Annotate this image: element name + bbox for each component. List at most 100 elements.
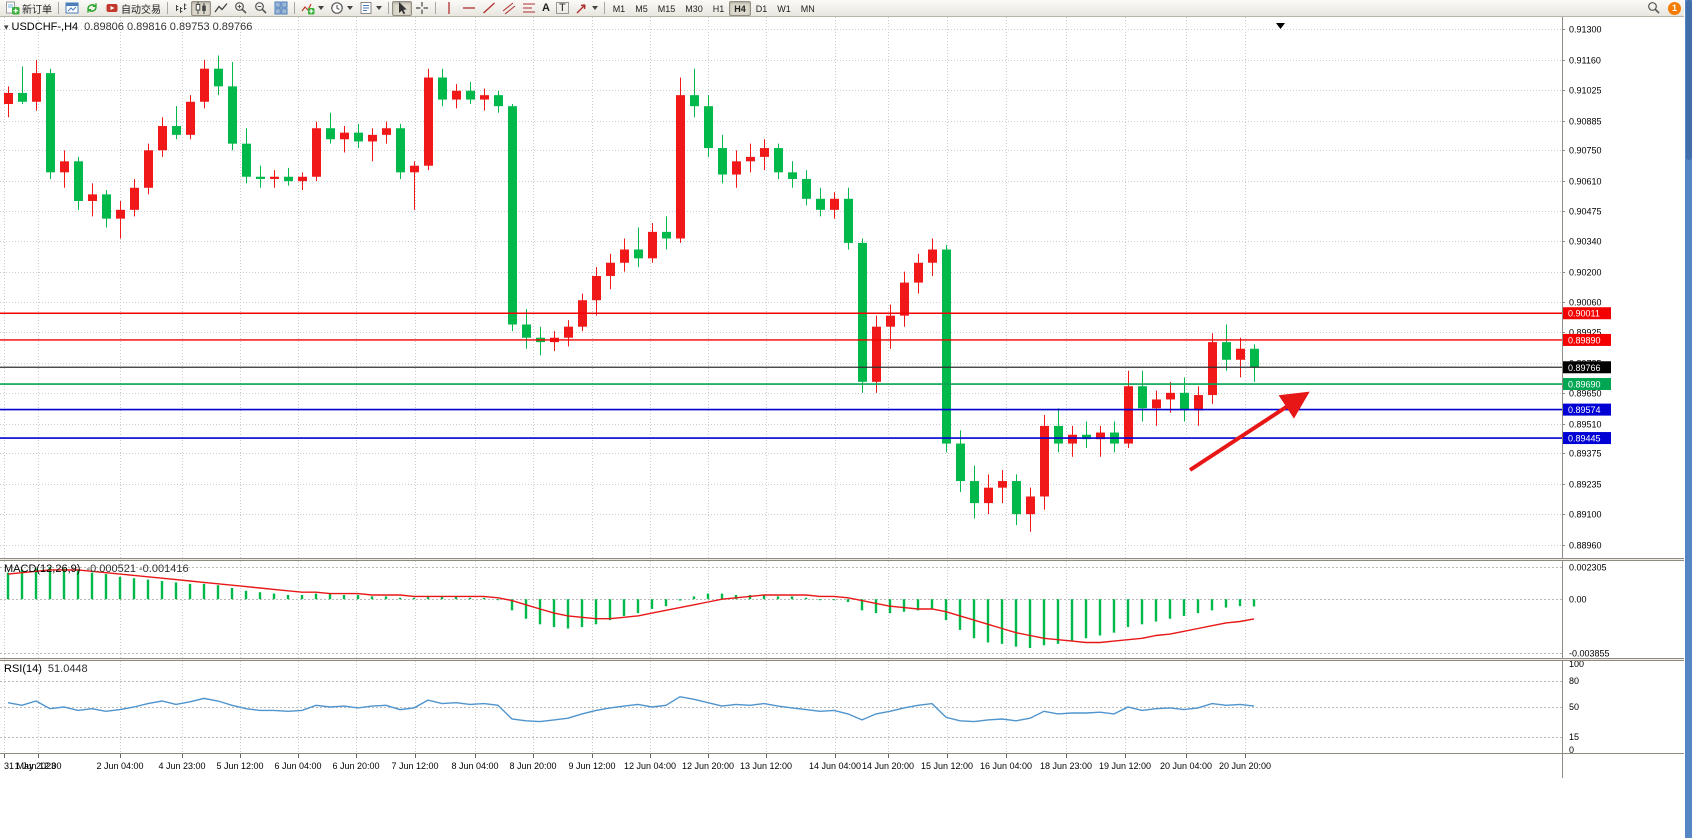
trendline-button[interactable] <box>479 1 499 16</box>
zoom-out-button[interactable] <box>251 1 271 16</box>
price-level-badge <box>1563 403 1611 416</box>
dropdown-caret-icon <box>347 6 353 10</box>
indicators-button[interactable] <box>298 1 327 16</box>
macd-histogram-bar <box>608 599 612 621</box>
candle-body <box>228 86 237 144</box>
cursor-button[interactable] <box>392 0 412 16</box>
candle-body <box>1012 481 1021 515</box>
macd-histogram-bar <box>538 599 542 625</box>
macd-histogram-bar <box>202 583 206 600</box>
macd-histogram-bar <box>34 568 38 600</box>
label-tool-button[interactable]: T <box>553 1 572 16</box>
panel-separator[interactable] <box>0 658 1684 661</box>
macd-histogram-bar <box>1210 599 1214 611</box>
timeframe-m1-button[interactable]: M1 <box>612 3 626 14</box>
candle-body <box>970 481 979 504</box>
toolbar-separator <box>388 2 389 14</box>
candle-body <box>438 77 447 100</box>
candle-body <box>1152 399 1161 409</box>
time-axis-label: 31 May 2023 <box>4 761 56 771</box>
charts-window-button[interactable] <box>62 1 82 16</box>
price-chart-canvas[interactable]: 0.91300 0.91160 0.91025 0.90885 0.90750 0.906… <box>0 17 1684 558</box>
vertical-scrollbar[interactable] <box>1684 0 1692 838</box>
panel-separator[interactable] <box>0 558 1684 561</box>
horizontal-line-button[interactable] <box>459 1 479 16</box>
timeframe-m5-button[interactable]: M5 <box>635 3 648 14</box>
vertical-line-button[interactable] <box>439 1 459 16</box>
price-level-badge-text: 0.89766 <box>1568 363 1601 373</box>
candle-body <box>802 178 811 199</box>
macd-histogram-bar <box>20 569 24 600</box>
price-axis-label: 0.90610 <box>1569 177 1602 187</box>
cursor-icon <box>395 1 409 15</box>
time-axis-label: 16 Jun 04:00 <box>980 761 1032 771</box>
candle-body <box>452 90 461 100</box>
macd-histogram-bar <box>132 578 136 600</box>
clock-icon <box>330 1 344 15</box>
candle-body <box>382 128 391 135</box>
fibonacci-button[interactable] <box>519 1 539 16</box>
tile-windows-button[interactable] <box>271 1 291 16</box>
candle-body <box>354 132 363 142</box>
time-axis-label: 20 Jun 04:00 <box>1160 761 1212 771</box>
macd-histogram-bar <box>384 596 388 600</box>
time-axis-label: 19 Jun 12:00 <box>1099 761 1151 771</box>
notification-badge[interactable]: 1 <box>1668 1 1681 15</box>
rsi-axis-label: 0 <box>1569 745 1574 753</box>
rsi-indicator-canvas[interactable]: 100 80 50 15 0 <box>0 661 1684 753</box>
candle-body <box>662 231 671 239</box>
line-chart-type-button[interactable] <box>211 1 231 16</box>
scrollbar-thumb[interactable] <box>1686 0 1692 160</box>
candle-body <box>620 249 629 263</box>
periods-button[interactable] <box>327 1 356 16</box>
macd-histogram-bar <box>440 596 444 600</box>
timeframe-h4-button[interactable]: H4 <box>729 0 751 16</box>
candle-body <box>858 242 867 382</box>
candle-body <box>270 176 279 179</box>
time-axis-label: 15 Jun 12:00 <box>921 761 973 771</box>
macd-indicator-canvas[interactable]: 0.002305 0.00 -0.003855 <box>0 561 1684 658</box>
refresh-button[interactable] <box>82 1 102 16</box>
timeframe-h1-button[interactable]: H1 <box>712 3 725 14</box>
macd-histogram-bar <box>650 599 654 609</box>
macd-histogram-bar <box>734 594 738 600</box>
candlestick-type-button[interactable] <box>191 0 211 16</box>
macd-histogram-bar <box>1182 599 1186 616</box>
timeframe-mn-button[interactable]: MN <box>800 3 815 14</box>
timeframe-d1-button[interactable]: D1 <box>755 3 768 14</box>
candle-body <box>200 68 209 102</box>
price-axis-label: 0.89375 <box>1569 449 1602 459</box>
autotrading-button[interactable]: 自动交易 <box>102 1 164 16</box>
macd-histogram-bar <box>258 592 262 600</box>
candle-body <box>1180 392 1189 411</box>
candlestick-icon <box>194 1 208 15</box>
macd-axis-label: 0.002305 <box>1569 563 1607 573</box>
timeframe-m30-button[interactable]: M30 <box>685 3 703 14</box>
zoom-in-button[interactable] <box>231 1 251 16</box>
trend-arrow-annotation[interactable] <box>1188 391 1310 472</box>
price-axis-label: 0.89650 <box>1569 389 1602 399</box>
templates-button[interactable] <box>356 1 385 16</box>
candle-body <box>830 198 839 210</box>
arrows-tool-button[interactable] <box>572 1 601 16</box>
candle-body <box>984 487 993 504</box>
indicators-icon <box>301 1 315 15</box>
bar-chart-type-button[interactable] <box>171 1 191 16</box>
time-axis-label: 8 Jun 04:00 <box>451 761 498 771</box>
macd-histogram-bar <box>496 599 500 601</box>
label-tool-icon: T <box>555 2 569 14</box>
channel-button[interactable] <box>499 1 519 16</box>
time-axis-label: 6 Jun 20:00 <box>332 761 379 771</box>
price-axis-label: 0.89100 <box>1569 510 1602 520</box>
chart-shift-marker[interactable] <box>1276 23 1285 29</box>
crosshair-button[interactable] <box>412 1 432 16</box>
timeframe-w1-button[interactable]: W1 <box>777 3 791 14</box>
text-tool-button[interactable]: A <box>539 1 553 16</box>
timeframe-m15-button[interactable]: M15 <box>657 3 676 14</box>
price-axis-label: 0.91160 <box>1569 56 1601 66</box>
new-order-button[interactable]: 新订单 <box>3 1 55 16</box>
search-button[interactable] <box>1644 1 1664 16</box>
macd-histogram-bar <box>1056 599 1060 644</box>
macd-histogram-bar <box>902 599 906 612</box>
